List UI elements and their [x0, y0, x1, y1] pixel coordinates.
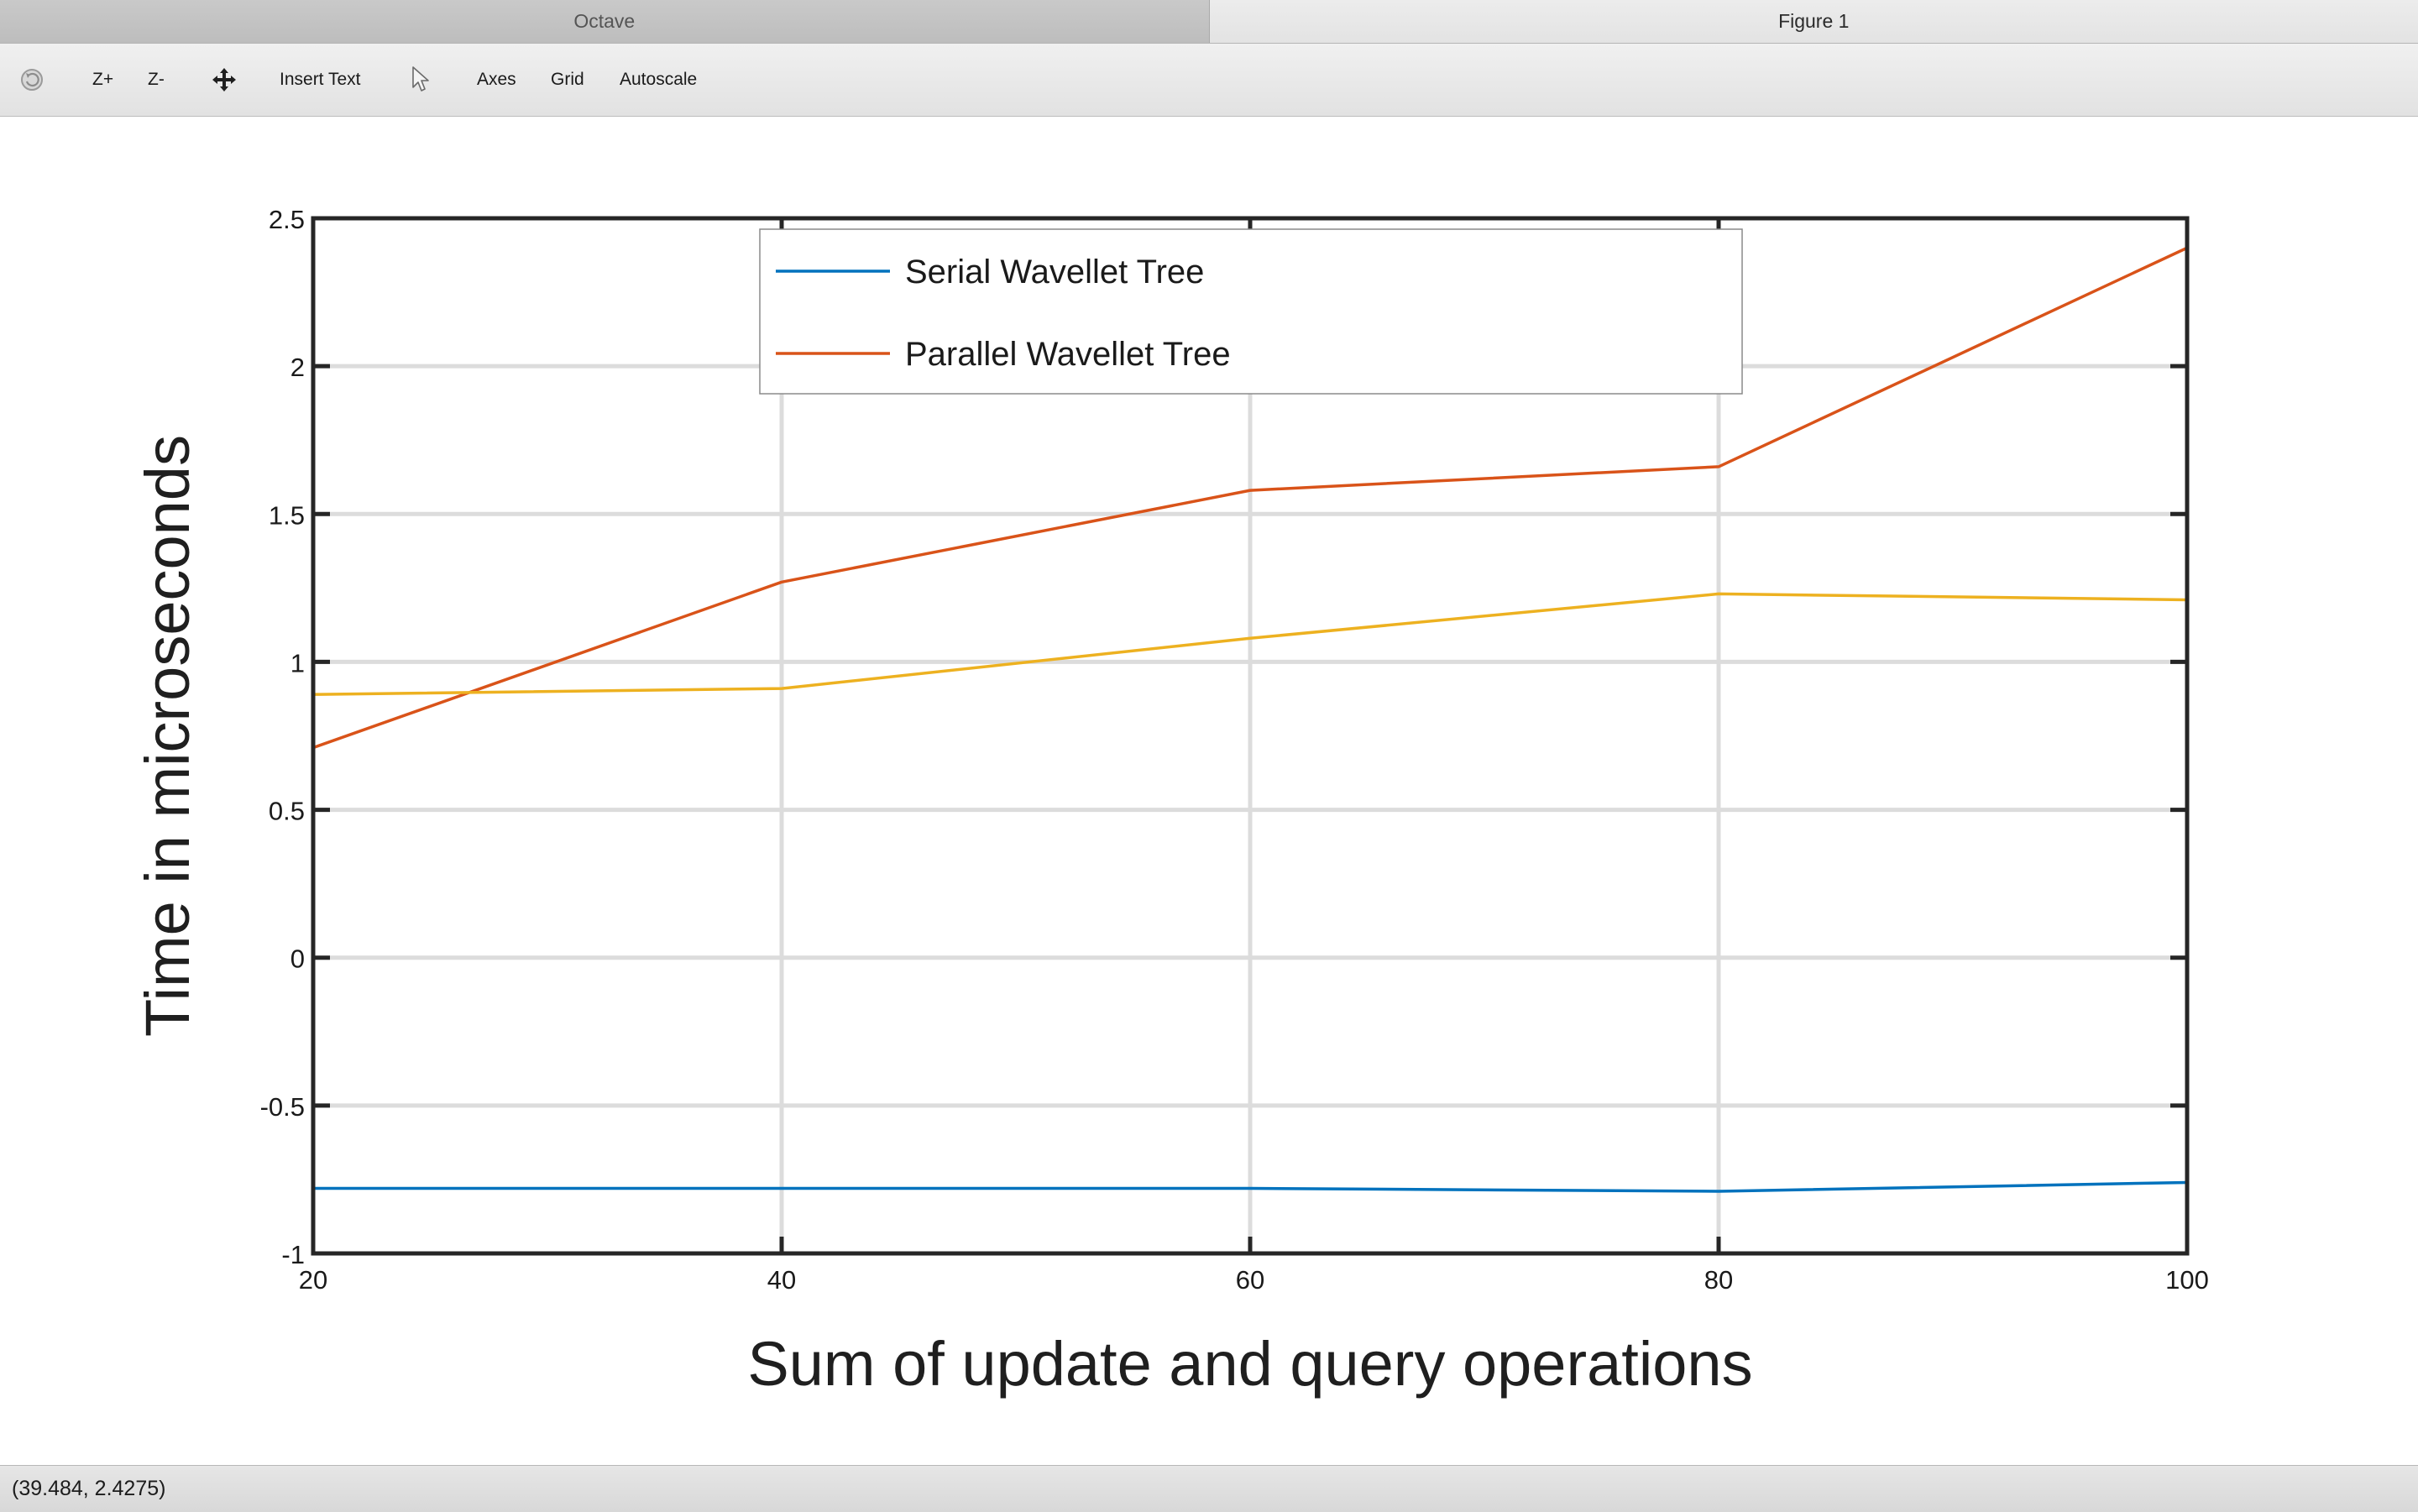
x-axis-label: Sum of update and query operations [747, 1329, 1752, 1399]
y-tick-label: 0.5 [269, 797, 305, 826]
x-tick-label: 100 [2165, 1265, 2209, 1295]
figure-toolbar: Z+ Z- Insert Text Axes Grid Autoscale [0, 44, 2418, 117]
legend[interactable]: Serial Wavellet Tree Parallel Wavellet T… [760, 229, 1742, 394]
x-tick-label: 60 [1236, 1265, 1264, 1295]
y-tick-label: -0.5 [260, 1092, 305, 1122]
tab-octave[interactable]: Octave [0, 0, 1210, 43]
cursor-arrow-icon [410, 65, 432, 94]
y-axis-label: Time in microseconds [133, 435, 202, 1037]
autoscale-button[interactable]: Autoscale [620, 44, 697, 116]
y-tick-label: 0 [290, 944, 305, 974]
rotate-icon [18, 66, 45, 93]
zoom-out-button[interactable]: Z- [148, 44, 165, 116]
status-bar: (39.484, 2.4275) [0, 1465, 2418, 1512]
y-tick-label: 1 [290, 648, 305, 678]
window-tab-bar: Octave Figure 1 [0, 0, 2418, 44]
axes-button[interactable]: Axes [477, 44, 516, 116]
rotate-button[interactable] [18, 44, 45, 116]
x-tick-label: 20 [299, 1265, 327, 1295]
cursor-coordinates: (39.484, 2.4275) [12, 1466, 165, 1512]
x-tick-label: 80 [1704, 1265, 1733, 1295]
select-button[interactable] [410, 44, 432, 116]
grid-button[interactable]: Grid [551, 44, 584, 116]
y-tick-label: 2.5 [269, 205, 305, 234]
zoom-in-button[interactable]: Z+ [92, 44, 113, 116]
pan-button[interactable] [210, 44, 238, 116]
pan-arrows-icon [210, 65, 238, 94]
insert-text-button[interactable]: Insert Text [280, 44, 361, 116]
tab-figure-1[interactable]: Figure 1 [1210, 0, 2418, 43]
y-tick-label: 1.5 [269, 500, 305, 530]
y-tick-label: 2 [290, 353, 305, 382]
legend-label-serial: Serial Wavellet Tree [905, 254, 1204, 290]
x-tick-label: 40 [767, 1265, 796, 1295]
legend-label-parallel: Parallel Wavellet Tree [905, 336, 1231, 373]
